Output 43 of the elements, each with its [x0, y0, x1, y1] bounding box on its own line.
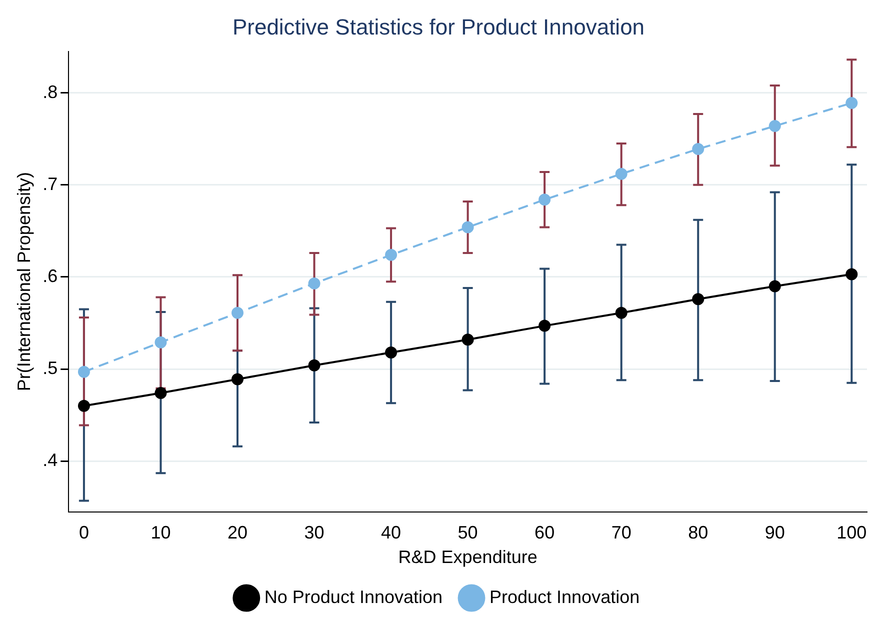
- x-tick-label: 70: [611, 522, 632, 543]
- x-tick-label: 40: [381, 522, 402, 543]
- point: [78, 366, 90, 378]
- point: [692, 293, 704, 306]
- chart-title: Predictive Statistics for Product Innovation: [232, 14, 645, 40]
- point: [385, 346, 398, 358]
- point: [768, 280, 781, 292]
- point: [692, 143, 704, 156]
- point: [538, 320, 551, 332]
- point: [538, 194, 551, 206]
- x-tick-label: 20: [227, 522, 248, 543]
- point: [308, 359, 320, 372]
- x-tick-label: 60: [534, 522, 555, 543]
- y-tick-label: .8: [42, 82, 58, 102]
- x-tick-label: 90: [764, 522, 785, 543]
- point: [462, 221, 474, 234]
- point: [154, 336, 167, 348]
- point: [462, 334, 474, 346]
- y-tick-label: .6: [42, 266, 58, 286]
- legend-label: Product Innovation: [490, 586, 640, 607]
- y-tick-label: .7: [42, 174, 58, 194]
- point: [385, 248, 398, 261]
- x-tick-label: 0: [78, 522, 89, 543]
- point: [846, 268, 858, 280]
- x-tick-label: 100: [836, 522, 867, 543]
- point: [154, 387, 167, 400]
- y-axis-title: Pr(International Propensity): [14, 172, 34, 392]
- x-tick-label: 80: [688, 522, 708, 543]
- x-tick-label: 30: [304, 522, 324, 543]
- point: [232, 306, 244, 319]
- y-tick-label: .5: [42, 358, 58, 378]
- point: [615, 306, 628, 319]
- point: [768, 120, 781, 132]
- point: [232, 373, 244, 386]
- point: [615, 168, 628, 180]
- y-tick-label: .4: [42, 450, 58, 470]
- point: [846, 96, 858, 109]
- x-tick-label: 50: [458, 522, 478, 543]
- legend-label: No Product Innovation: [264, 586, 443, 607]
- point: [308, 277, 320, 290]
- point: [78, 400, 90, 412]
- x-axis-title: R&D Expenditure: [398, 547, 538, 568]
- x-tick-label: 10: [150, 522, 171, 543]
